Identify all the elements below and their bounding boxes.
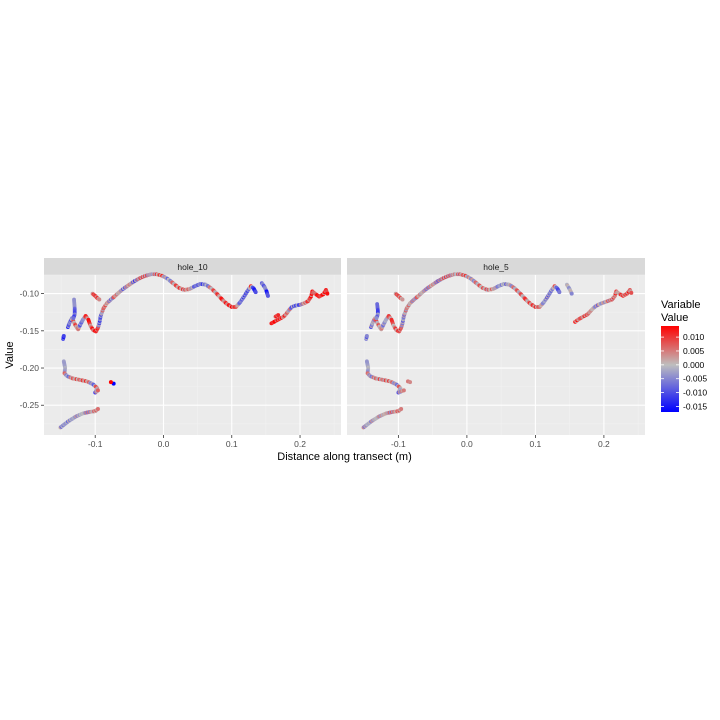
panel-1-marks [58,272,330,430]
panel-2-plot-area [347,275,645,435]
panel-1-x-tick-label: 0.0 [158,439,170,449]
panel-2-x-tick-label: -0.1 [391,439,406,449]
y-axis: -0.25 -0.20 -0.15 -0.10 [20,289,44,410]
y-tick-label: -0.20 [20,363,40,373]
panel-2-data-point [399,406,404,411]
panel-2-data-point [374,316,379,321]
legend-tick-label: 0.005 [683,346,705,356]
legend-ticks: 0.010 0.005 0.000 -0.005 -0.010 -0.015 [661,332,707,411]
y-tick-label: -0.25 [20,400,40,410]
panel-2-data-point [400,297,405,302]
panel-2-x-tick-label: 0.2 [598,439,610,449]
panel-1-data-point [71,316,76,321]
y-tick-label: -0.15 [20,326,40,336]
panel-1-strip [44,258,341,275]
y-tick-label: -0.10 [20,289,40,299]
panel-2-data-point [401,388,406,393]
panel-2-data-point [569,291,574,296]
legend-tick-label: 0.000 [683,360,705,370]
panel-2-data-point [408,380,413,385]
panel-1-strip-label: hole_10 [177,262,208,272]
panel-2-marks [361,272,634,430]
panel-1-data-point [265,293,270,298]
panel-2-strip [347,258,645,275]
panel-2-data-point [364,334,369,339]
panel-1-plot-area [44,275,341,435]
panel-2-x-tick-label: 0.1 [529,439,541,449]
panel-1-data-point [61,334,66,339]
panel-1-x-tick-label: -0.1 [88,439,103,449]
legend-tick-label: -0.015 [683,401,707,411]
legend-tick-label: -0.005 [683,374,707,384]
legend: Variable Value 0.010 0.005 0.000 -0.005 -0.0… [661,299,707,412]
legend-tick-label: 0.010 [683,332,705,342]
panel-1-x-tick-label: 0.2 [294,439,306,449]
panel-1-x-tick-label: 0.1 [226,439,238,449]
panel-2-x-tick-label: 0.0 [461,439,473,449]
legend-colorbar [661,326,679,412]
legend-tick-label: -0.010 [683,388,707,398]
legend-title-line-2: Value [661,312,688,324]
x-axis-panel-2: -0.1 0.0 0.1 0.2 [391,435,610,449]
panel-1-data-point [97,297,102,302]
x-axis-panel-1: -0.1 0.0 0.1 0.2 [88,435,306,449]
panel-1-data-point [108,380,113,385]
panel-1-data-point [325,291,330,296]
legend-title-line-1: Variable [661,299,701,311]
panel-1-data-point [95,388,100,393]
y-axis-title: Value [4,341,16,368]
panel-2-data-point [557,290,562,295]
panel-2-data-point [629,290,634,295]
panel-1-data-point [95,406,100,411]
x-axis-title: Distance along transect (m) [277,451,412,463]
panel-1-data-point [276,313,281,318]
panel-2-strip-label: hole_5 [483,262,509,272]
panel-1-data-point [253,290,258,295]
